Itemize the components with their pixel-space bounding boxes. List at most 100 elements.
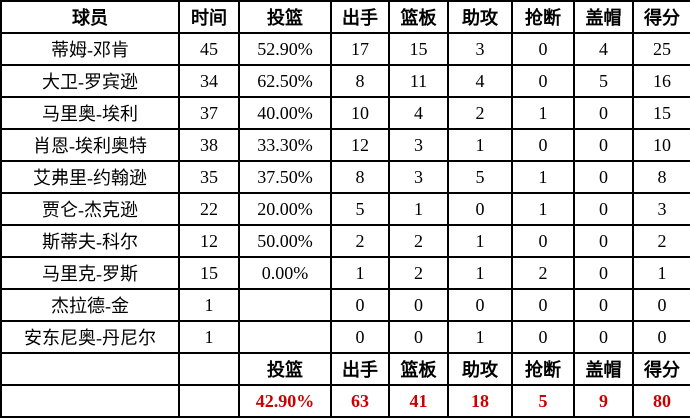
stat-cell: 8 xyxy=(330,160,390,194)
player-name-cell: 肖恩-埃利奥特 xyxy=(0,128,180,162)
stat-cell: 4 xyxy=(447,64,513,98)
stat-cell: 15 xyxy=(632,96,690,130)
player-name-cell: 安东尼奥-丹尼尔 xyxy=(0,320,180,354)
stat-cell: 10 xyxy=(632,128,690,162)
footer-label-rebounds: 篮板 xyxy=(388,352,449,386)
total-steals: 5 xyxy=(511,384,575,418)
stat-cell: 1 xyxy=(447,320,513,354)
footer-label-assists: 助攻 xyxy=(447,352,513,386)
stat-cell: 45 xyxy=(178,32,240,66)
stat-cell: 0 xyxy=(573,288,634,322)
player-name-cell: 蒂姆-邓肯 xyxy=(0,32,180,66)
stat-cell: 3 xyxy=(388,160,449,194)
stat-cell: 0 xyxy=(573,160,634,194)
stat-cell: 0 xyxy=(511,224,575,258)
stat-cell: 8 xyxy=(330,64,390,98)
stat-cell: 0 xyxy=(447,192,513,226)
player-name-cell: 杰拉德-金 xyxy=(0,288,180,322)
stat-cell: 22 xyxy=(178,192,240,226)
stat-cell: 4 xyxy=(388,96,449,130)
stat-cell: 35 xyxy=(178,160,240,194)
stat-cell: 0 xyxy=(330,288,390,322)
table-row: 杰拉德-金 1 0 0 0 0 0 0 xyxy=(0,288,690,322)
stat-cell: 0 xyxy=(511,32,575,66)
stat-cell: 17 xyxy=(330,32,390,66)
header-cell-fga: 出手 xyxy=(330,0,390,34)
stat-cell: 0 xyxy=(511,128,575,162)
empty-cell xyxy=(0,384,180,418)
table-row: 贾仑-杰克逊 22 20.00% 5 1 0 1 0 3 xyxy=(0,192,690,226)
stat-cell: 34 xyxy=(178,64,240,98)
stat-cell: 4 xyxy=(573,32,634,66)
table-row: 斯蒂夫-科尔 12 50.00% 2 2 1 0 0 2 xyxy=(0,224,690,258)
stat-cell: 5 xyxy=(330,192,390,226)
table-row: 大卫-罗宾逊 34 62.50% 8 11 4 0 5 16 xyxy=(0,64,690,98)
stat-cell: 40.00% xyxy=(238,96,332,130)
stat-cell: 0 xyxy=(511,320,575,354)
stat-cell: 3 xyxy=(632,192,690,226)
stat-cell: 0 xyxy=(573,96,634,130)
header-cell-rebounds: 篮板 xyxy=(388,0,449,34)
stat-cell: 5 xyxy=(573,64,634,98)
stat-cell: 3 xyxy=(447,32,513,66)
header-cell-points: 得分 xyxy=(632,0,690,34)
stat-cell: 38 xyxy=(178,128,240,162)
stat-cell: 2 xyxy=(511,256,575,290)
stat-cell: 10 xyxy=(330,96,390,130)
total-points: 80 xyxy=(632,384,690,418)
header-cell-player: 球员 xyxy=(0,0,180,34)
stat-cell: 1 xyxy=(511,160,575,194)
stat-cell: 52.90% xyxy=(238,32,332,66)
table-row: 艾弗里-约翰逊 35 37.50% 8 3 5 1 0 8 xyxy=(0,160,690,194)
stat-cell: 0 xyxy=(632,320,690,354)
stat-cell: 1 xyxy=(388,192,449,226)
footer-label-fga: 出手 xyxy=(330,352,390,386)
table-row: 安东尼奥-丹尼尔 1 0 0 1 0 0 0 xyxy=(0,320,690,354)
table-row: 马里奥-埃利 37 40.00% 10 4 2 1 0 15 xyxy=(0,96,690,130)
totals-row: 42.90% 63 41 18 5 9 80 xyxy=(0,384,690,418)
total-rebounds: 41 xyxy=(388,384,449,418)
footer-label-row: 投篮 出手 篮板 助攻 抢断 盖帽 得分 xyxy=(0,352,690,386)
stat-cell: 0 xyxy=(573,320,634,354)
player-name-cell: 艾弗里-约翰逊 xyxy=(0,160,180,194)
stat-cell: 0 xyxy=(632,288,690,322)
stat-cell: 1 xyxy=(447,128,513,162)
stat-cell: 33.30% xyxy=(238,128,332,162)
player-name-cell: 斯蒂夫-科尔 xyxy=(0,224,180,258)
stat-cell: 2 xyxy=(388,224,449,258)
stat-cell: 20.00% xyxy=(238,192,332,226)
footer-label-points: 得分 xyxy=(632,352,690,386)
stat-cell: 2 xyxy=(330,224,390,258)
total-assists: 18 xyxy=(447,384,513,418)
total-blocks: 9 xyxy=(573,384,634,418)
stat-cell: 2 xyxy=(388,256,449,290)
header-cell-minutes: 时间 xyxy=(178,0,240,34)
stat-cell: 2 xyxy=(632,224,690,258)
stat-cell: 37.50% xyxy=(238,160,332,194)
empty-cell xyxy=(178,352,240,386)
stat-cell: 0 xyxy=(388,320,449,354)
stat-cell: 1 xyxy=(632,256,690,290)
header-cell-steals: 抢断 xyxy=(511,0,575,34)
stat-cell: 0 xyxy=(511,64,575,98)
stat-cell: 0.00% xyxy=(238,256,332,290)
stat-cell: 3 xyxy=(388,128,449,162)
stat-cell: 0 xyxy=(573,224,634,258)
stat-cell: 15 xyxy=(178,256,240,290)
stat-cell: 1 xyxy=(447,256,513,290)
player-name-cell: 大卫-罗宾逊 xyxy=(0,64,180,98)
header-cell-assists: 助攻 xyxy=(447,0,513,34)
stat-cell: 0 xyxy=(388,288,449,322)
empty-cell xyxy=(0,352,180,386)
stat-cell: 2 xyxy=(447,96,513,130)
stat-cell xyxy=(238,320,332,354)
footer-label-steals: 抢断 xyxy=(511,352,575,386)
footer-label-blocks: 盖帽 xyxy=(573,352,634,386)
header-cell-blocks: 盖帽 xyxy=(573,0,634,34)
total-fga: 63 xyxy=(330,384,390,418)
stat-cell: 62.50% xyxy=(238,64,332,98)
stat-cell: 1 xyxy=(511,192,575,226)
stat-cell xyxy=(238,288,332,322)
stat-cell: 11 xyxy=(388,64,449,98)
